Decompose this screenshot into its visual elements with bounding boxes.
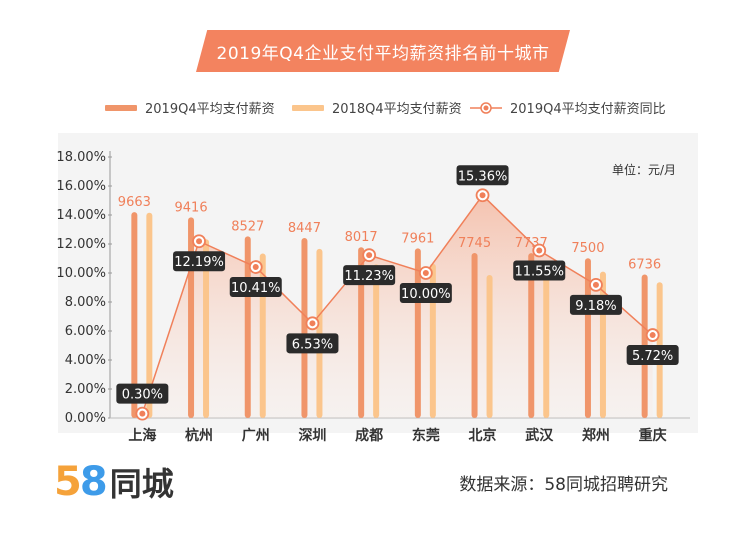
- yoy-marker-dot: [536, 247, 543, 254]
- bar-2019: [471, 252, 478, 418]
- bar-value-label: 9416: [175, 200, 208, 215]
- y-tick-label: 2.00%: [65, 382, 106, 397]
- yoy-marker-dot: [479, 192, 486, 199]
- yoy-marker-dot: [422, 270, 429, 276]
- x-tick-label: 北京: [469, 427, 497, 444]
- bar-2018: [486, 274, 493, 418]
- logo-text: 同城: [109, 465, 174, 503]
- yoy-label-bg: [229, 277, 282, 298]
- title-banner: 2019年Q4企业支付平均薪资排名前十城市: [196, 30, 570, 72]
- y-tick-label: 18.00%: [56, 150, 106, 165]
- y-tick-label: 10.00%: [56, 266, 106, 281]
- bar-2018: [146, 212, 153, 418]
- bar-value-label: 8017: [345, 230, 378, 245]
- yoy-label-bg: [286, 333, 339, 354]
- bar-2019: [131, 212, 138, 418]
- yoy-marker-dot: [252, 264, 259, 271]
- bar-value-label: 8527: [231, 219, 264, 234]
- bar-2019: [301, 238, 308, 418]
- logo-digit-5: 5: [54, 459, 82, 505]
- y-tick-label: 16.00%: [56, 179, 106, 194]
- yoy-label: 5.72%: [632, 349, 673, 364]
- yoy-label: 0.30%: [122, 388, 163, 403]
- legend-item-2018: 2018Q4平均支付薪资: [292, 98, 462, 117]
- y-tick-label: 6.00%: [65, 324, 106, 339]
- chart-title: 2019年Q4企业支付平均薪资排名前十城市: [216, 43, 550, 64]
- bar-2019: [528, 253, 535, 418]
- chart-svg: 0.00% 2.00% 4.00% 6.00% 8.00% 10.00% 12.00% 14.…: [56, 150, 690, 444]
- x-tick-label: 深圳: [298, 427, 326, 444]
- bar-value-label: 7745: [458, 236, 491, 251]
- y-tick-label: 8.00%: [65, 295, 106, 310]
- x-tick-label: 杭州: [185, 427, 213, 444]
- bar-2018: [373, 264, 380, 418]
- x-tick-label: 广州: [242, 427, 270, 444]
- legend-item-yoy: 2019Q4平均支付薪资同比: [470, 98, 666, 117]
- yoy-marker-dot: [649, 332, 656, 339]
- yoy-label-bg: [569, 294, 622, 315]
- yoy-marker-dot: [139, 410, 146, 417]
- yoy-label-bg: [116, 383, 169, 404]
- bar-value-label: 6736: [628, 257, 661, 272]
- brand-logo: 5 8 同城: [54, 462, 174, 502]
- yoy-label-bg: [456, 165, 509, 186]
- yoy-label-bg: [513, 260, 566, 281]
- x-tick-label: 郑州: [582, 427, 610, 444]
- bar-2019: [358, 247, 365, 418]
- legend-line-marker-icon: [470, 101, 502, 114]
- bar-value-label: 7961: [401, 231, 434, 246]
- data-source: 数据来源：58同城招聘研究: [459, 475, 668, 495]
- yoy-label: 10.00%: [401, 287, 451, 302]
- legend-swatch-2018: [292, 104, 324, 111]
- x-tick-label: 上海: [128, 427, 156, 444]
- logo-digit-8: 8: [79, 459, 108, 505]
- yoy-area: [142, 195, 653, 418]
- legend-label-2018: 2018Q4平均支付薪资: [332, 102, 462, 117]
- yoy-label-bg: [343, 265, 396, 286]
- yoy-marker-dot: [196, 238, 203, 245]
- yoy-label: 10.41%: [231, 281, 281, 296]
- y-tick-label: 0.00%: [65, 411, 106, 426]
- bar-2018: [203, 239, 210, 418]
- yoy-marker-dot: [592, 281, 599, 288]
- bar-value-label: 7500: [571, 241, 604, 256]
- x-tick-label: 武汉: [525, 427, 554, 444]
- yoy-label: 6.53%: [292, 337, 333, 352]
- yoy-label-bg: [399, 283, 452, 303]
- y-tick-label: 4.00%: [65, 353, 106, 368]
- legend-label-yoy: 2019Q4平均支付薪资同比: [510, 102, 666, 117]
- yoy-label: 12.19%: [174, 255, 224, 270]
- x-tick-label: 重庆: [639, 427, 667, 444]
- yoy-label: 11.23%: [344, 269, 394, 284]
- y-tick-label: 14.00%: [56, 208, 106, 223]
- x-tick-label: 成都: [355, 427, 383, 444]
- yoy-label-bg: [626, 345, 679, 366]
- yoy-label: 11.55%: [514, 265, 564, 280]
- bar-value-label: 8447: [288, 221, 321, 236]
- yoy-marker-dot: [309, 320, 316, 327]
- yoy-marker-dot: [366, 252, 373, 259]
- bar-2019: [188, 217, 195, 418]
- x-tick-label: 东莞: [412, 427, 440, 444]
- y-tick-label: 12.00%: [56, 237, 106, 252]
- bar-value-label: 9663: [118, 195, 151, 210]
- legend-swatch-2019: [105, 104, 137, 111]
- yoy-label: 9.18%: [575, 299, 616, 314]
- bar-2018: [543, 270, 550, 418]
- legend-label-2019: 2019Q4平均支付薪资: [145, 102, 275, 117]
- legend: 2019Q4平均支付薪资 2018Q4平均支付薪资 2019Q4平均支付薪资同比: [0, 98, 746, 122]
- legend-item-2019: 2019Q4平均支付薪资: [105, 98, 275, 117]
- yoy-label-bg: [173, 251, 226, 272]
- unit-label: 单位：元/月: [612, 162, 676, 177]
- yoy-label: 15.36%: [458, 169, 508, 184]
- yoy-line: [141, 194, 654, 414]
